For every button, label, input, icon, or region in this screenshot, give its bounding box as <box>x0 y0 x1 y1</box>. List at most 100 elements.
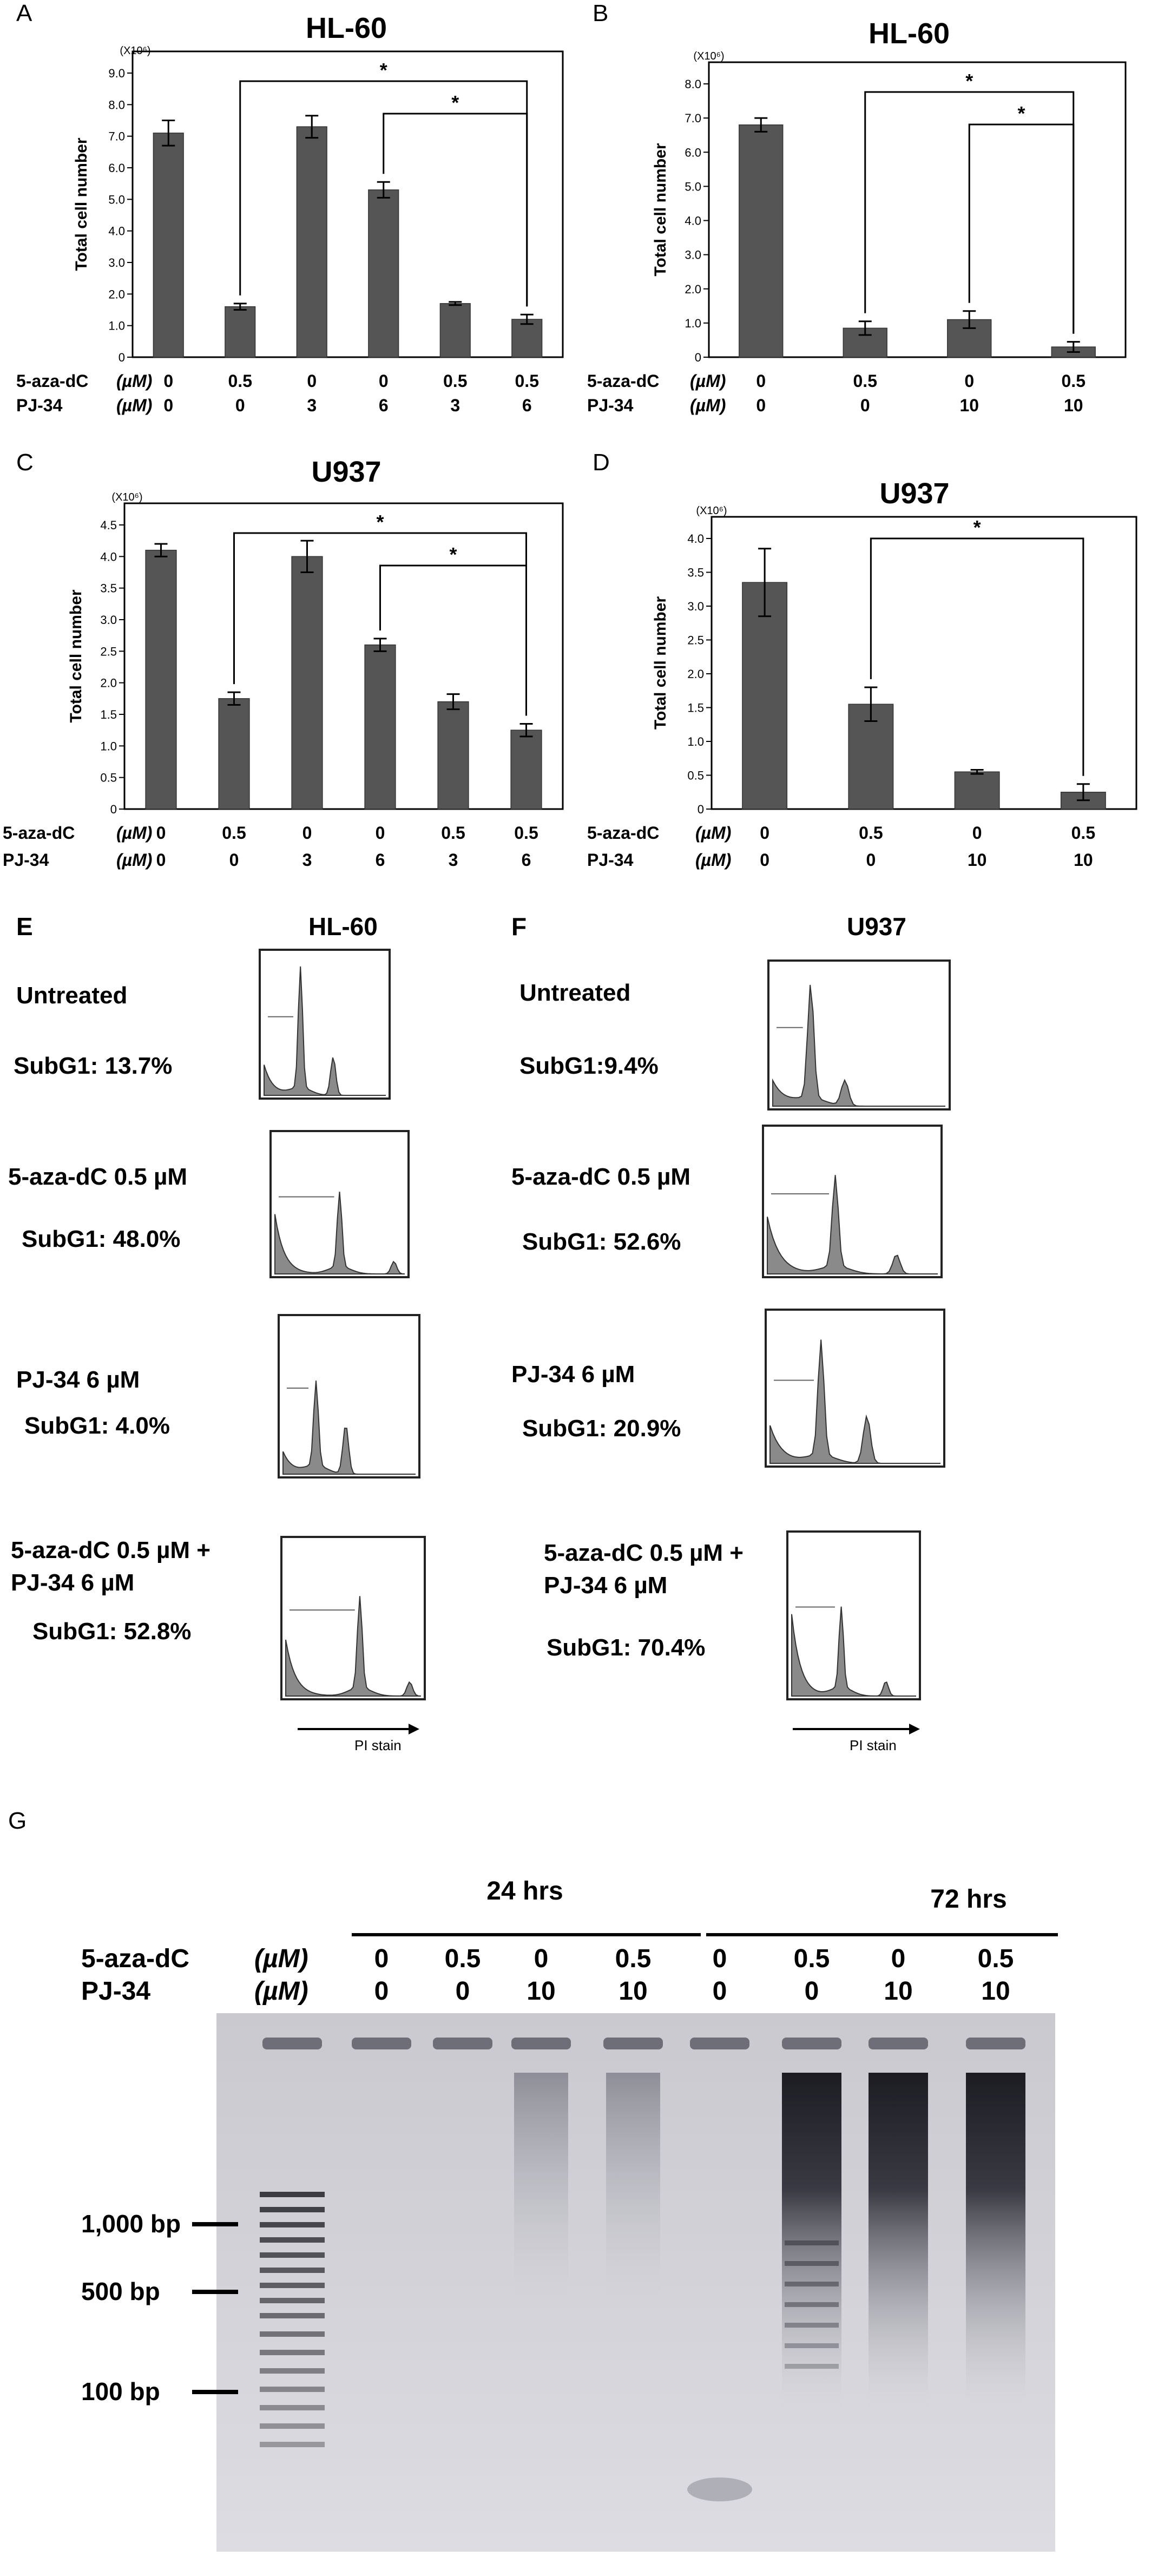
histogram-fill <box>274 1192 405 1274</box>
bar <box>437 701 469 810</box>
chart-title: HL-60 <box>869 17 950 50</box>
ladder-band <box>260 2207 325 2212</box>
histogram-fill <box>769 1339 940 1464</box>
ladder-band <box>260 2331 325 2337</box>
y-tick-label: 2.0 <box>100 676 117 690</box>
panel-letter-e: E <box>16 912 33 941</box>
y-tick-label: 4.0 <box>108 225 125 238</box>
y-tick-label: 6.0 <box>685 146 701 159</box>
y-tick-label: 4.5 <box>100 518 117 532</box>
gel-lane-value: 0.5 <box>978 1944 1014 1973</box>
condition-value: 3 <box>450 396 460 415</box>
dna-smear-faint <box>514 2073 568 2300</box>
y-tick-label: 2.0 <box>687 667 704 681</box>
condition-unit: (µM) <box>690 396 726 415</box>
histogram-frame <box>280 1536 426 1700</box>
condition-unit: (µM) <box>695 823 731 843</box>
condition-value: 0 <box>235 396 245 415</box>
gel-well <box>690 2038 749 2049</box>
condition-unit: (µM) <box>690 371 726 391</box>
apoptotic-ladder-band <box>785 2323 839 2328</box>
flow-f-label-combo-2: PJ-34 6 µM <box>544 1572 668 1599</box>
condition-value: 6 <box>522 396 532 415</box>
chart-title: U937 <box>879 477 949 510</box>
flow-e-label-untreated: Untreated <box>16 982 128 1009</box>
y-multiplier: (X10⁶) <box>111 491 142 503</box>
ladder-band <box>260 2442 325 2447</box>
y-tick-label: 6.0 <box>108 161 125 175</box>
significance-star: * <box>376 511 384 533</box>
significance-star: * <box>965 70 973 92</box>
flow-f-subg1-combo: SubG1: 70.4% <box>547 1634 706 1661</box>
condition-value: 0.5 <box>1062 371 1086 391</box>
y-tick-label: 7.0 <box>685 111 701 125</box>
ladder-band <box>260 2192 325 2197</box>
flow-e-label-pj: PJ-34 6 µM <box>16 1366 140 1393</box>
condition-value: 6 <box>522 850 531 870</box>
histogram-fill <box>282 1381 416 1475</box>
gel-well <box>511 2038 571 2049</box>
y-tick-label: 3.0 <box>685 248 701 262</box>
bar <box>439 303 471 358</box>
condition-value: 3 <box>302 850 312 870</box>
flow-e-label-combo-2: PJ-34 6 µM <box>11 1569 135 1596</box>
y-tick-label: 3.5 <box>687 566 704 580</box>
condition-value: 3 <box>449 850 458 870</box>
condition-value: 0 <box>156 850 166 870</box>
significance-bracket <box>870 537 1084 776</box>
gel-lane-value: 10 <box>527 1977 555 2006</box>
condition-value: 0 <box>760 850 769 870</box>
ladder-band <box>260 2350 325 2355</box>
low-mw-spot <box>687 2478 752 2501</box>
bar <box>364 644 396 810</box>
flow-e-subg1-untreated: SubG1: 13.7% <box>14 1053 173 1079</box>
panel-letter-b: B <box>593 0 609 27</box>
condition-row-label: 5-aza-dC <box>16 371 88 391</box>
flow-e-subg1-aza: SubG1: 48.0% <box>22 1226 181 1252</box>
condition-value: 0 <box>156 823 166 843</box>
flow-f-subg1-untreated: SubG1:9.4% <box>519 1053 659 1079</box>
condition-row-label: PJ-34 <box>587 850 634 870</box>
flow-f-label-pj: PJ-34 6 µM <box>511 1361 635 1388</box>
significance-star: * <box>380 59 387 81</box>
condition-value: 0.5 <box>1071 823 1095 843</box>
condition-value: 0 <box>307 371 317 391</box>
pi-stain-arrowhead <box>409 1724 419 1734</box>
condition-value: 0 <box>964 371 974 391</box>
ladder-band <box>260 2252 325 2258</box>
ladder-band <box>260 2268 325 2273</box>
ladder-band <box>260 2423 325 2429</box>
gel-well <box>603 2038 663 2049</box>
condition-value: 0.5 <box>514 823 538 843</box>
gel-lane-value: 10 <box>619 1977 647 2006</box>
apoptotic-ladder-band <box>785 2364 839 2369</box>
size-marker-label: 1,000 bp <box>81 2210 181 2238</box>
y-tick-label: 0.5 <box>687 769 704 783</box>
histogram-frame <box>765 1309 945 1468</box>
y-tick-label: 1.0 <box>685 317 701 330</box>
apoptotic-ladder-band <box>785 2261 839 2266</box>
gel-lane-value: 0.5 <box>794 1944 830 1973</box>
gel-lane-value: 0.5 <box>615 1944 652 1973</box>
condition-unit: (µM) <box>116 371 152 391</box>
apoptotic-ladder-band <box>785 2302 839 2307</box>
condition-unit: (µM) <box>695 850 731 870</box>
flow-e-label-combo: 5-aza-dC 0.5 µM + <box>11 1537 210 1563</box>
y-tick-label: 1.5 <box>100 708 117 721</box>
y-tick-label: 0 <box>698 803 704 816</box>
histogram-fill <box>772 984 946 1107</box>
gel-well <box>782 2038 841 2049</box>
gel-time-label: 24 hrs <box>486 1877 563 1905</box>
histogram-frame <box>269 1130 410 1278</box>
gel-lane-value: 0 <box>374 1977 389 2006</box>
flow-f-label-untreated: Untreated <box>519 980 631 1006</box>
gel-lane-value: 0 <box>713 1944 727 1973</box>
gel-lane-value: 0 <box>534 1944 549 1973</box>
y-tick-label: 4.0 <box>687 532 704 546</box>
condition-value: 0 <box>866 850 876 870</box>
y-tick-label: 0 <box>110 803 117 816</box>
gel-well <box>869 2038 928 2049</box>
condition-value: 0 <box>756 371 766 391</box>
bar <box>511 319 543 358</box>
y-tick-label: 0 <box>119 351 125 364</box>
